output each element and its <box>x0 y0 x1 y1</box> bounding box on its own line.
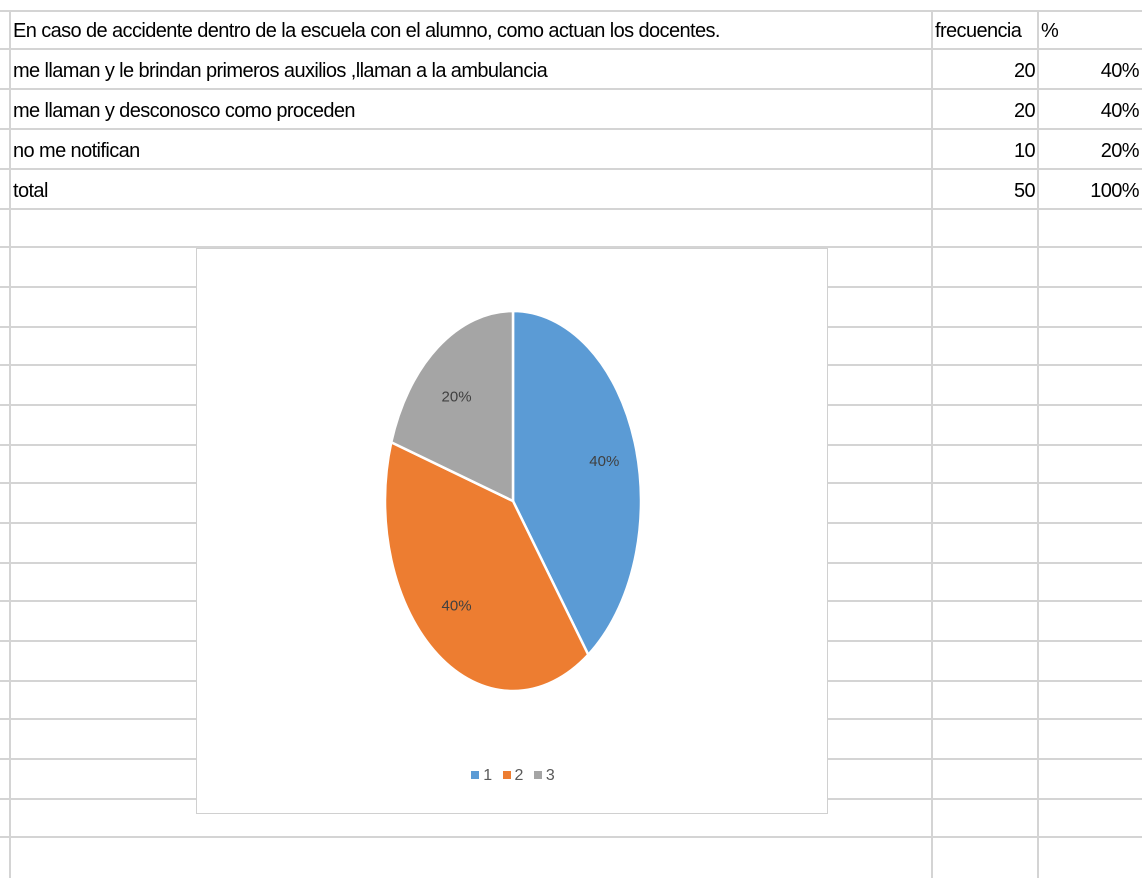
table-row-label[interactable]: total <box>13 180 48 202</box>
pie-chart[interactable]: 40% 40% 20% 1 2 3 <box>196 248 828 814</box>
table-row-percent[interactable]: 40% <box>1100 100 1140 122</box>
pie-data-label: 40% <box>442 598 472 615</box>
table-row-frequency[interactable]: 10 <box>1013 140 1036 162</box>
grid-line <box>0 246 1142 248</box>
legend-item: 1 <box>471 767 492 785</box>
table-row-label[interactable]: no me notifican <box>13 140 140 162</box>
table-row-label[interactable]: me llaman y desconosco como proceden <box>13 100 356 122</box>
grid-line <box>0 836 1142 838</box>
table-row-percent[interactable]: 100% <box>1090 180 1139 202</box>
pie-slice-3[interactable] <box>389 309 515 503</box>
legend-swatch <box>471 771 480 779</box>
grid-line <box>1037 10 1039 878</box>
grid-line <box>0 10 1142 12</box>
table-row-frequency[interactable]: 20 <box>1013 100 1036 122</box>
table-header-frequency[interactable]: frecuencia <box>935 20 1022 42</box>
table-row-label[interactable]: me llaman y le brindan primeros auxilios… <box>13 60 548 82</box>
grid-line <box>0 128 1142 130</box>
legend-swatch <box>533 771 542 779</box>
table-row-frequency[interactable]: 20 <box>1013 60 1036 82</box>
table-row-percent[interactable]: 40% <box>1100 60 1140 82</box>
legend-item: 2 <box>502 767 524 785</box>
legend-label: 3 <box>545 767 555 784</box>
table-row-percent[interactable]: 20% <box>1100 140 1140 162</box>
table-header-percent[interactable]: % <box>1041 20 1059 42</box>
legend-swatch <box>502 771 511 779</box>
legend-label: 2 <box>514 767 524 784</box>
grid-line <box>0 208 1142 210</box>
chart-legend: 1 2 3 <box>197 767 829 785</box>
grid-line <box>0 48 1142 50</box>
table-row-frequency[interactable]: 50 <box>1013 180 1036 202</box>
pie-slice-1[interactable] <box>511 309 643 657</box>
legend-item: 3 <box>533 767 555 785</box>
grid-line <box>0 168 1142 170</box>
grid-line <box>931 10 933 878</box>
grid-line <box>0 88 1142 90</box>
pie-slice-2[interactable] <box>383 440 590 693</box>
pie-data-label: 20% <box>442 388 472 405</box>
pie-data-label: 40% <box>589 453 619 470</box>
pie-chart-plot: 40% 40% 20% <box>383 309 643 693</box>
legend-label: 1 <box>483 767 493 784</box>
grid-line <box>9 10 11 878</box>
table-header-question[interactable]: En caso de accidente dentro de la escuel… <box>13 20 720 42</box>
